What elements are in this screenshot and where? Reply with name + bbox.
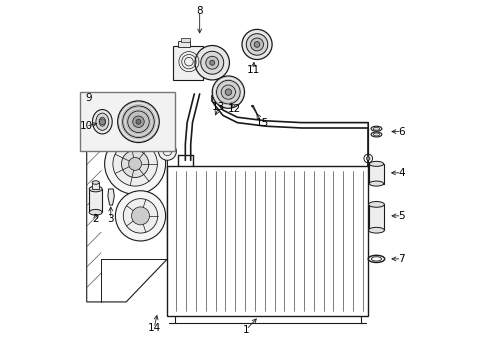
Text: 15: 15 [255,118,268,128]
Circle shape [205,56,218,69]
Ellipse shape [89,186,102,192]
Ellipse shape [370,126,381,131]
Circle shape [118,101,159,143]
Polygon shape [108,189,114,205]
Circle shape [242,30,271,59]
Circle shape [131,207,149,225]
Polygon shape [86,101,115,126]
Circle shape [216,80,240,104]
Ellipse shape [370,132,381,137]
Circle shape [366,157,369,160]
Text: 6: 6 [397,127,404,136]
Ellipse shape [368,181,383,186]
Text: 3: 3 [107,214,114,224]
Ellipse shape [367,255,384,262]
Ellipse shape [372,133,379,136]
Text: 5: 5 [397,211,404,221]
Circle shape [122,106,154,138]
Bar [178,41,189,47]
Ellipse shape [96,113,108,130]
Bar [167,166,367,316]
Circle shape [132,116,144,127]
Ellipse shape [372,127,379,130]
Circle shape [136,119,141,124]
Circle shape [195,45,229,80]
Text: 7: 7 [397,254,404,264]
Circle shape [221,85,235,99]
Bar [181,38,189,42]
Circle shape [254,41,260,47]
Text: 10: 10 [79,121,92,131]
Ellipse shape [368,202,384,207]
Text: 12: 12 [227,104,241,114]
Bar [92,182,99,189]
Bar [368,204,384,230]
Ellipse shape [368,227,384,233]
Circle shape [209,60,214,65]
Ellipse shape [99,117,105,126]
Ellipse shape [371,257,381,261]
Text: 11: 11 [246,64,260,75]
Circle shape [201,51,223,74]
Ellipse shape [368,161,383,166]
Circle shape [115,191,165,241]
Circle shape [250,38,263,51]
Bar [368,164,383,184]
Ellipse shape [92,109,112,134]
Circle shape [127,111,149,132]
Circle shape [158,142,176,160]
Text: 2: 2 [92,214,99,224]
Circle shape [121,150,148,177]
Circle shape [224,89,231,95]
Bar [89,189,102,212]
Circle shape [128,157,142,170]
Circle shape [113,141,157,186]
Circle shape [246,34,267,55]
Text: 9: 9 [85,93,92,103]
Text: 1: 1 [243,325,249,334]
Circle shape [123,199,158,233]
Circle shape [212,76,244,108]
Circle shape [99,119,105,125]
Text: 13: 13 [212,102,225,112]
Bar [172,45,203,80]
Ellipse shape [92,181,99,184]
Circle shape [104,134,165,194]
Bar [80,92,174,151]
Ellipse shape [89,210,102,215]
Text: 14: 14 [147,323,161,333]
Text: 8: 8 [196,6,203,17]
Text: 4: 4 [397,168,404,178]
